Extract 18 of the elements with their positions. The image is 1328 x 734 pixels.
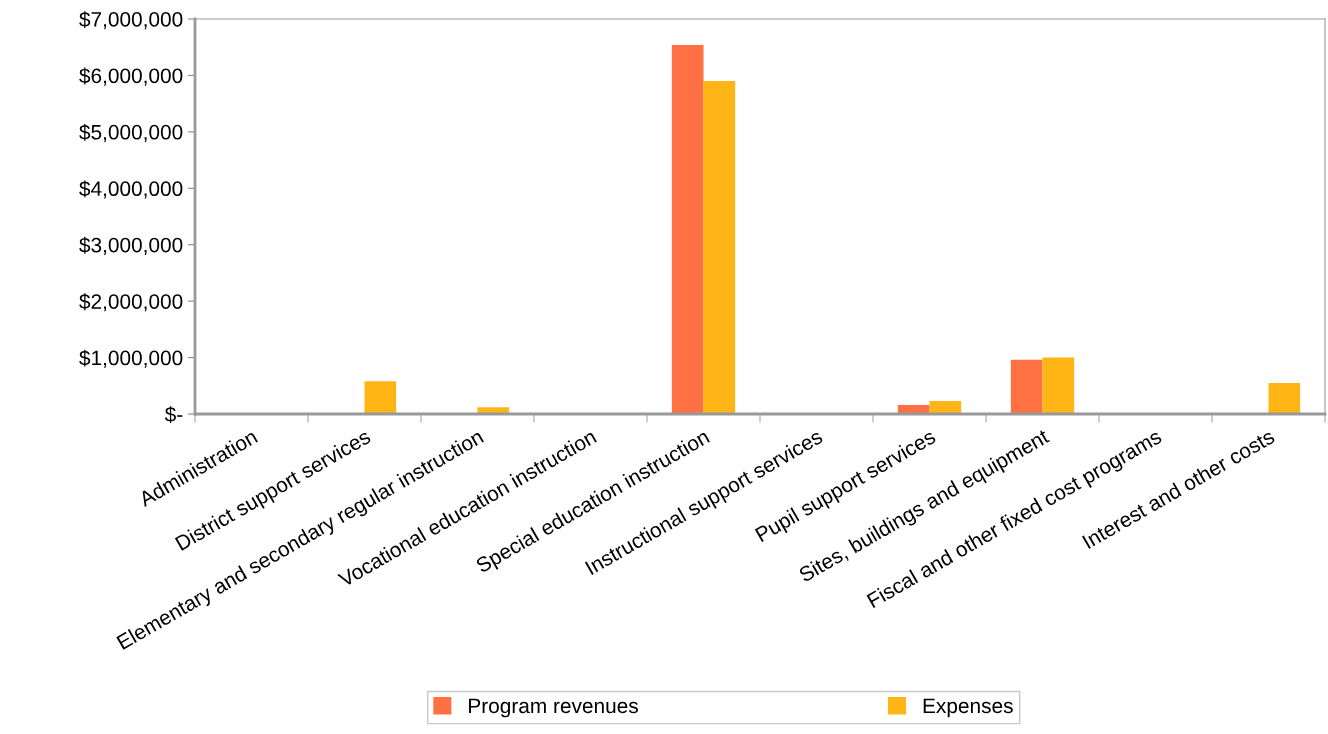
y-tick-label: $7,000,000 bbox=[79, 11, 183, 30]
y-tick-label: $6,000,000 bbox=[79, 67, 183, 86]
legend-label: Program revenues bbox=[469, 698, 638, 718]
bar bbox=[897, 404, 930, 414]
y-tick-label: $2,000,000 bbox=[79, 293, 183, 312]
y-tick-label: $5,000,000 bbox=[79, 123, 183, 143]
bar bbox=[671, 44, 704, 414]
legend-label: Expenses bbox=[923, 698, 1013, 718]
bar bbox=[1042, 357, 1075, 414]
bar bbox=[364, 381, 397, 414]
bar bbox=[1010, 359, 1043, 414]
y-tick-label: $- bbox=[164, 406, 183, 423]
bar bbox=[1268, 382, 1301, 414]
bar bbox=[703, 81, 736, 414]
y-tick-label: $4,000,000 bbox=[79, 180, 183, 199]
y-tick-label: $1,000,000 bbox=[79, 349, 183, 368]
bar bbox=[929, 401, 962, 414]
y-tick-label: $3,000,000 bbox=[79, 236, 183, 255]
